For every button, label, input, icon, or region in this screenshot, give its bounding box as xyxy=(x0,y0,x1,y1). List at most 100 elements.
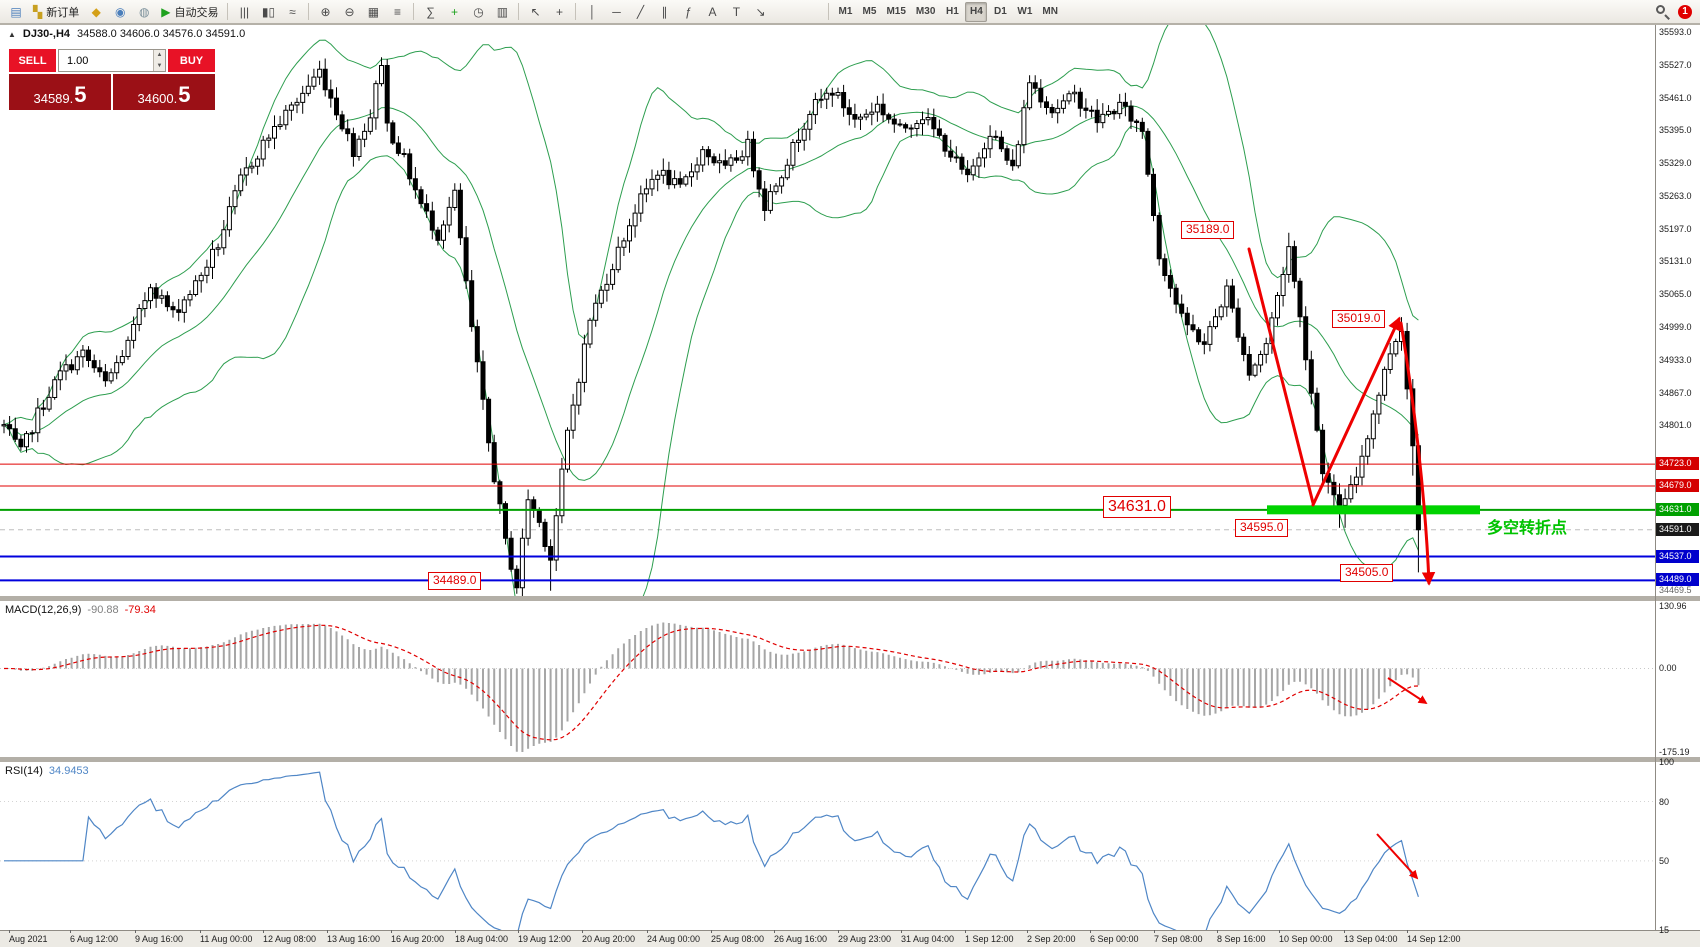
trendline-button-icon: ╱ xyxy=(636,4,645,19)
terminal-button[interactable]: ◍ xyxy=(133,2,155,22)
indicators-button[interactable]: ∑ xyxy=(419,2,441,22)
zo om-in-button[interactable]: ⊕ xyxy=(314,2,336,22)
volume-decrease-button[interactable]: ▼ xyxy=(154,60,165,71)
cursor-button-icon: ↖ xyxy=(530,4,541,19)
new-order-button[interactable]: ▚ 新订单 xyxy=(29,2,83,22)
rsi-value: 34.9453 xyxy=(48,765,89,777)
autotrade-button[interactable]: ▶ 自动交易 xyxy=(157,2,222,22)
timeframe-mn[interactable]: MN xyxy=(1042,6,1058,17)
price-axis-label: 35593.0 xyxy=(1659,27,1692,37)
buy-button[interactable]: BUY xyxy=(168,49,215,72)
autotrade-button-label: 自动交易 xyxy=(174,6,219,19)
sell-price-main: 34589. xyxy=(33,91,74,106)
rsi-axis-label: 15 xyxy=(1659,925,1670,935)
toolbar-separator xyxy=(227,3,229,20)
text-button[interactable]: A xyxy=(701,2,723,22)
time-axis-label: 29 Aug 23:00 xyxy=(838,934,892,944)
toolbar-right-group: 1 xyxy=(1655,4,1692,20)
vertical-line-button[interactable]: │ xyxy=(581,2,603,22)
vertical-line-button-icon: │ xyxy=(588,4,597,19)
line-chart-button[interactable]: ≈ xyxy=(281,2,303,22)
price-annotation: 34505.0 xyxy=(1340,564,1394,582)
price-annotation: 34595.0 xyxy=(1235,519,1289,537)
timeframe-m30[interactable]: M30 xyxy=(915,6,936,17)
tile-windows-button[interactable]: ▦ xyxy=(362,2,384,22)
sell-price[interactable]: 34589. 5 xyxy=(9,74,111,110)
one-click-trading-panel: SELL ▲ ▼ BUY 34589.5 34600.5 xyxy=(9,49,215,110)
rsi-indicator-label: RSI(14) 34.9453 xyxy=(5,765,89,777)
toolbar-separator xyxy=(413,3,415,20)
market-watch-button[interactable]: ◆ xyxy=(85,2,107,22)
toolbar-separator xyxy=(308,3,310,20)
tile-windows-button-icon: ▦ xyxy=(367,4,380,19)
turning-point-label: 多空转折点 xyxy=(1487,520,1568,537)
price-axis-label: 34801.0 xyxy=(1659,420,1692,430)
macd-axis-label: 130.96 xyxy=(1659,601,1687,611)
navigator-button-icon: ◉ xyxy=(114,4,126,19)
add-indicator-button-icon: + xyxy=(450,4,458,19)
bar-chart-button-icon: ||| xyxy=(239,4,250,19)
channel-button[interactable]: ∥ xyxy=(653,2,675,22)
add-indicator-button[interactable]: + xyxy=(443,2,465,22)
ohlc-values: 34588.0 34606.0 34576.0 34591.0 xyxy=(77,28,246,40)
timeframe-d1[interactable]: D1 xyxy=(993,6,1007,17)
search-lens-icon xyxy=(1656,5,1665,14)
bar-chart-button[interactable]: ||| xyxy=(233,2,255,22)
time-axis-label: 16 Aug 20:00 xyxy=(391,934,445,944)
buy-price[interactable]: 34600. 5 xyxy=(113,74,215,110)
rsi-name: RSI(14) xyxy=(5,765,43,777)
chart-symbol-info: ▲ DJ30-,H4 34588.0 34606.0 34576.0 34591… xyxy=(8,28,245,40)
periods-button[interactable]: ◷ xyxy=(467,2,489,22)
new-chart-button[interactable]: ▤ xyxy=(5,2,27,22)
navigator-button[interactable]: ◉ xyxy=(109,2,131,22)
price-axis-label: 34867.0 xyxy=(1659,388,1692,398)
volume-input[interactable] xyxy=(59,50,165,71)
chart-shift-button[interactable]: ≡ xyxy=(386,2,408,22)
time-axis-label: 14 Sep 12:00 xyxy=(1407,934,1461,944)
text-label-button[interactable]: T xyxy=(725,2,747,22)
templates-button[interactable]: ▥ xyxy=(491,2,513,22)
sell-button[interactable]: SELL xyxy=(9,49,56,72)
zoom-out-button[interactable]: ⊖ xyxy=(338,2,360,22)
volume-increase-button[interactable]: ▲ xyxy=(154,50,165,61)
price-marker: 34679.0 xyxy=(1656,479,1699,492)
timeframe-m1[interactable]: M1 xyxy=(838,6,853,17)
price-annotation: 35189.0 xyxy=(1181,221,1235,239)
timeframe-w1[interactable]: W1 xyxy=(1017,6,1033,17)
fibonacci-button-icon: ƒ xyxy=(685,4,692,19)
crosshair-button-icon: + xyxy=(555,4,563,19)
search-icon[interactable] xyxy=(1655,4,1670,20)
macd-value-signal: -79.34 xyxy=(124,604,156,616)
price-axis-label: 34469.5 xyxy=(1659,585,1692,595)
cursor-button[interactable]: ↖ xyxy=(524,2,546,22)
time-axis-label: 26 Aug 16:00 xyxy=(774,934,828,944)
zoom-out-button-icon: ⊖ xyxy=(344,4,355,19)
timeframe-h4[interactable]: H4 xyxy=(965,1,988,22)
arrows-button[interactable]: ↘ xyxy=(749,2,771,22)
time-axis-label: 2 Sep 20:00 xyxy=(1027,934,1076,944)
buy-price-main: 34600. xyxy=(137,91,178,106)
time-axis-label: 20 Aug 20:00 xyxy=(582,934,636,944)
trendline-button[interactable]: ╱ xyxy=(629,2,651,22)
macd-axis-label: -175.19 xyxy=(1659,747,1690,757)
price-marker: 34723.0 xyxy=(1656,457,1699,470)
time-axis-label: 8 Sep 16:00 xyxy=(1217,934,1266,944)
channel-button-icon: ∥ xyxy=(661,4,668,19)
fibonacci-button[interactable]: ƒ xyxy=(677,2,699,22)
price-axis-label: 35329.0 xyxy=(1659,158,1692,168)
indicators-button-icon: ∑ xyxy=(426,4,435,19)
new-order-button-icon: ▚ xyxy=(33,4,43,19)
notification-badge[interactable]: 1 xyxy=(1678,4,1692,19)
timeframe-m5[interactable]: M5 xyxy=(862,6,877,17)
candlestick-chart-button[interactable]: ▮▯ xyxy=(257,2,279,22)
macd-value-main: -90.88 xyxy=(87,604,119,616)
price-annotation: 35019.0 xyxy=(1332,310,1386,328)
symbol-marker-icon: ▲ xyxy=(8,29,16,39)
market-watch-button-icon: ◆ xyxy=(91,4,101,19)
timeframe-m15[interactable]: M15 xyxy=(886,6,906,17)
crosshair-button[interactable]: + xyxy=(548,2,570,22)
price-axis-label: 35395.0 xyxy=(1659,125,1692,135)
timeframe-h1[interactable]: H1 xyxy=(945,6,959,17)
horizontal-line-button[interactable]: ─ xyxy=(605,2,627,22)
